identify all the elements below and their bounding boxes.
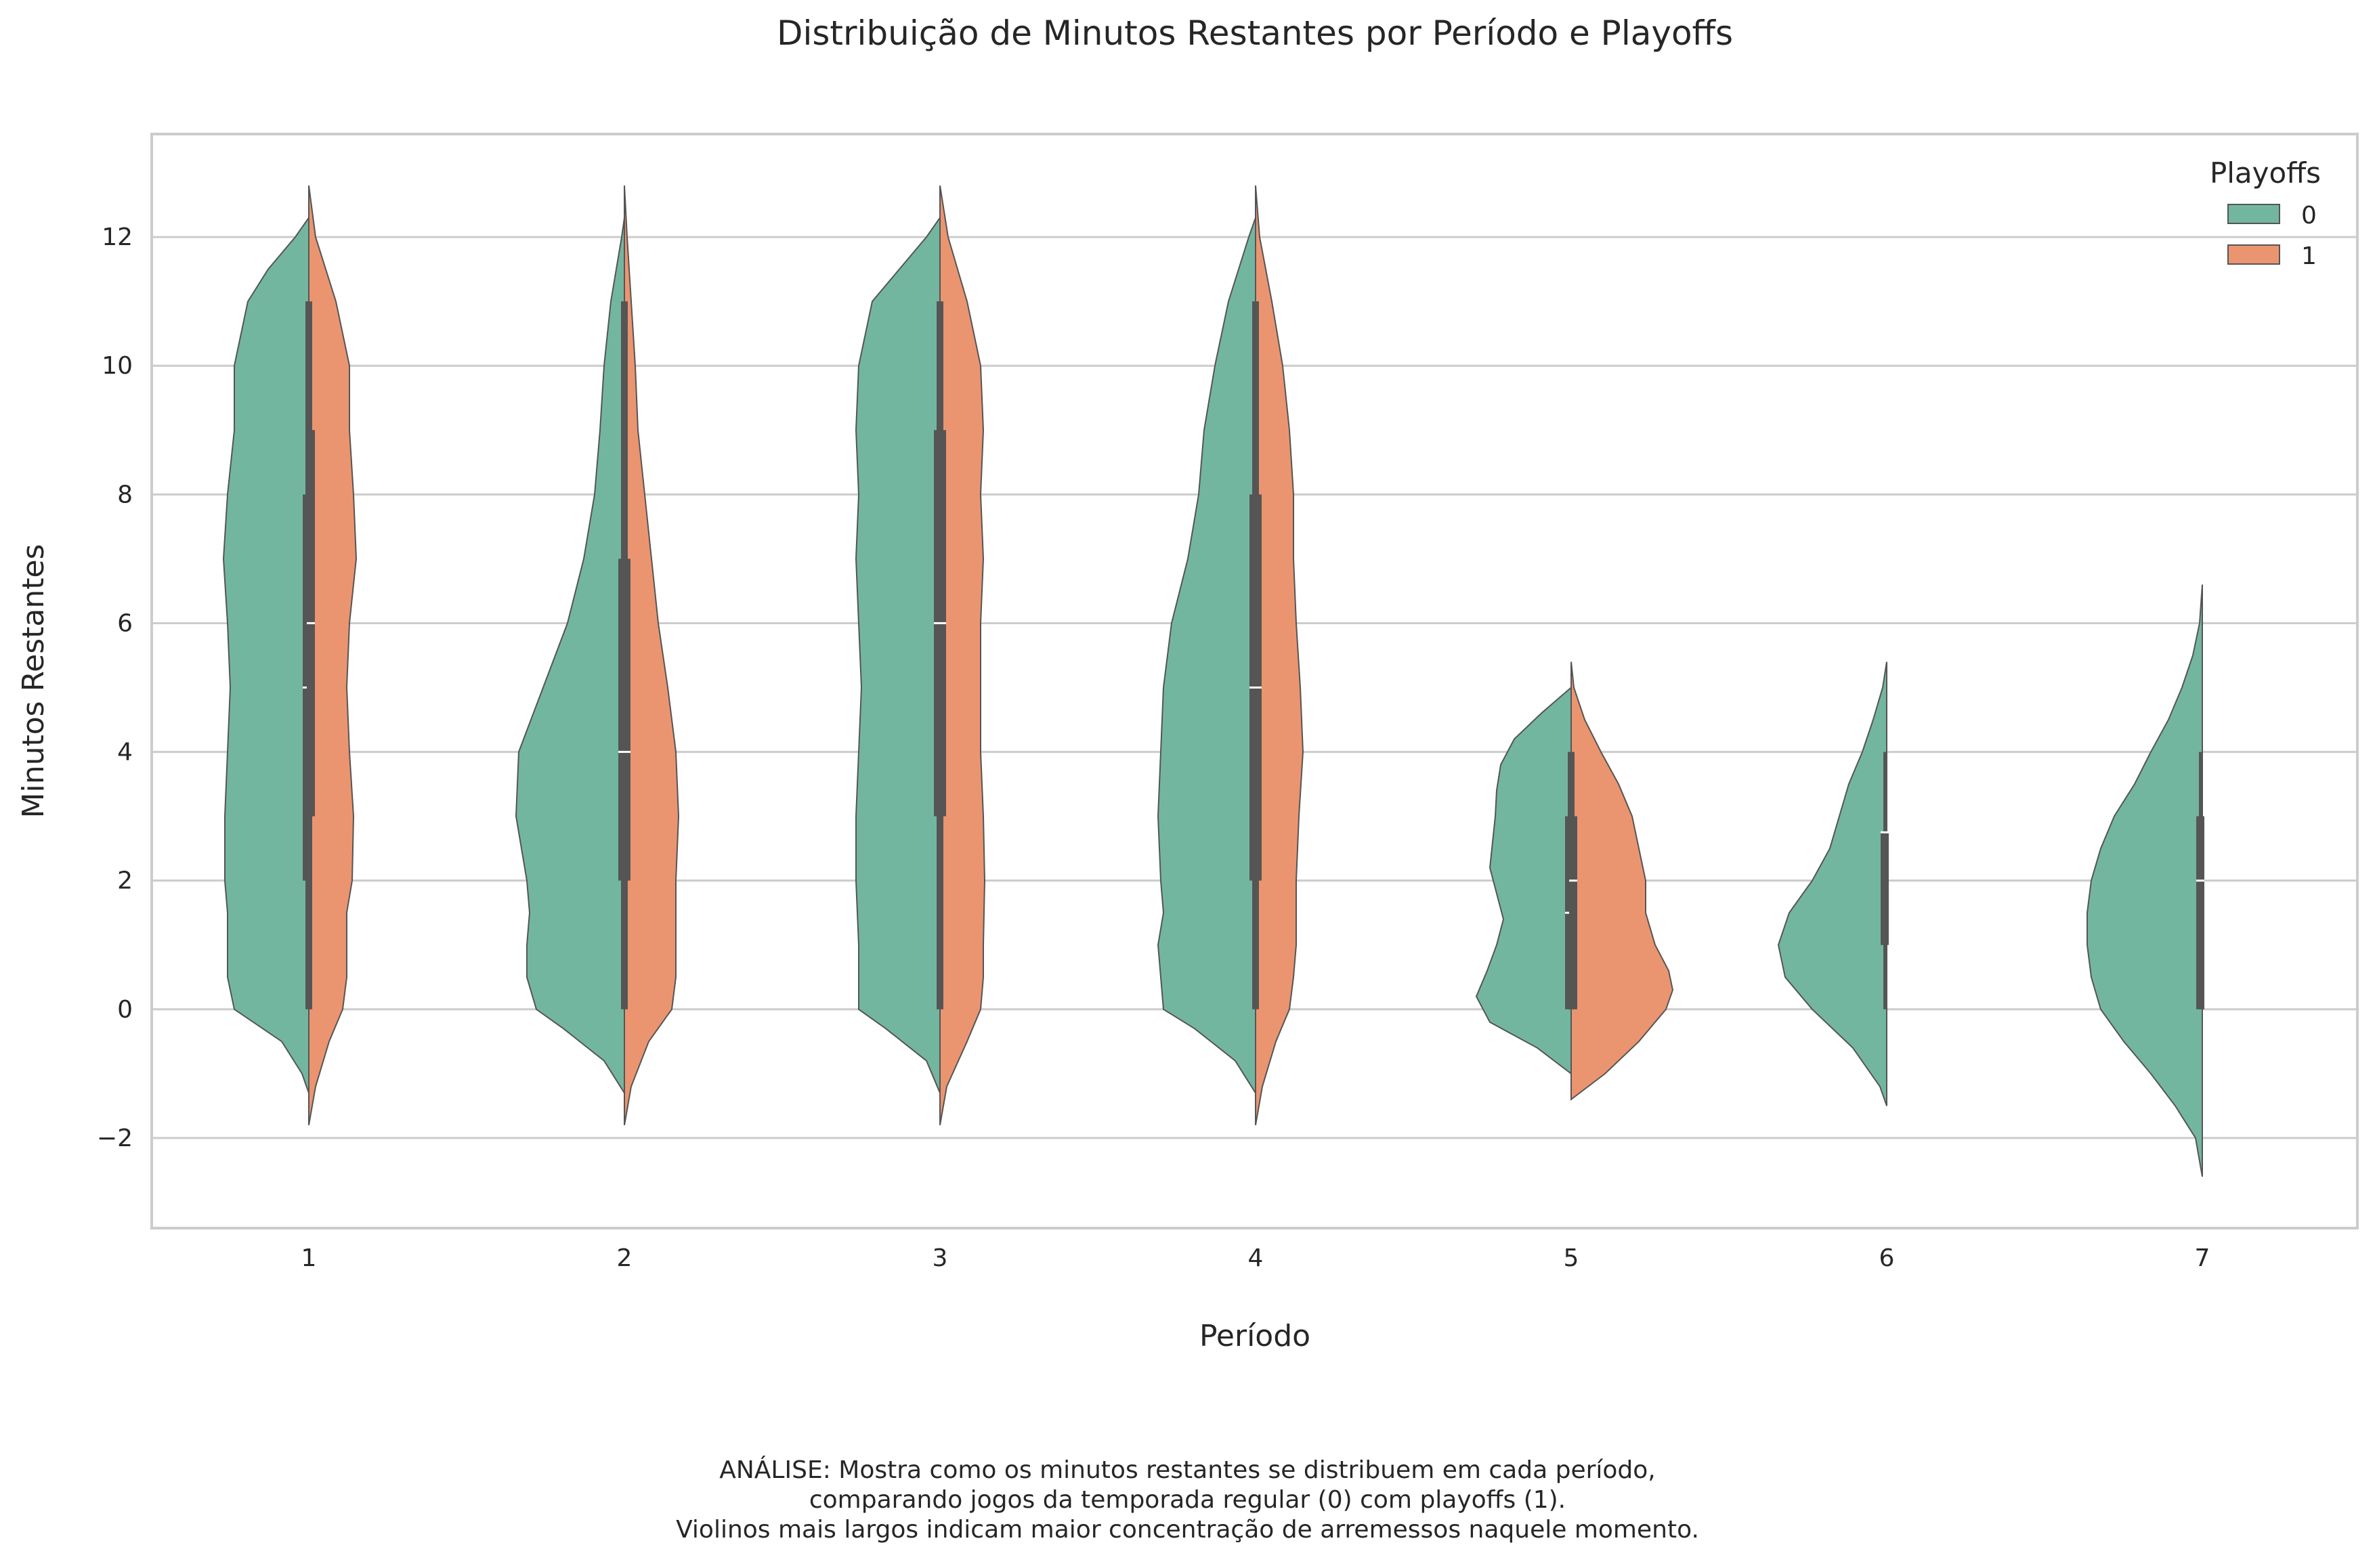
legend-label-0: 0 — [2301, 202, 2317, 230]
violin-half-1-period-3 — [939, 185, 986, 1126]
x-axis-label: Período — [1199, 1319, 1310, 1353]
x-tick-label: 7 — [2195, 1244, 2210, 1272]
y-tick-label: 2 — [117, 867, 133, 895]
x-tick-label: 6 — [1879, 1244, 1895, 1272]
y-tick-label: 6 — [117, 609, 133, 637]
legend-swatch-0 — [2227, 204, 2280, 224]
legend-label-1: 1 — [2301, 242, 2317, 270]
violin-half-0-period-5 — [1475, 686, 1572, 1075]
x-tick-label: 4 — [1248, 1244, 1264, 1272]
violin-half-0-period-2 — [515, 217, 625, 1095]
violin-half-0-period-3 — [855, 217, 941, 1093]
x-tick-label: 3 — [933, 1244, 948, 1272]
legend: Playoffs 0 1 — [2210, 156, 2321, 270]
y-tick-label: 12 — [102, 223, 133, 251]
caption-line-2: comparando jogos da temporada regular (0… — [809, 1486, 1566, 1514]
y-tick-label: 0 — [117, 996, 133, 1024]
plot-frame — [150, 133, 2359, 1229]
legend-title: Playoffs — [2210, 156, 2321, 190]
violin-half-1-period-4 — [1255, 185, 1304, 1126]
violin-half-1-period-1 — [308, 185, 358, 1126]
y-tick-label: −2 — [97, 1125, 133, 1152]
x-tick-label: 2 — [617, 1244, 633, 1272]
violin-half-0-period-6 — [1777, 661, 1887, 1106]
violin-half-0-period-1 — [222, 217, 309, 1093]
violins — [222, 185, 2204, 1177]
x-tick-label: 5 — [1564, 1244, 1579, 1272]
violin-half-1-period-5 — [1570, 661, 1674, 1101]
caption-line-3: Violinos mais largos indicam maior conce… — [676, 1516, 1699, 1544]
legend-swatch-1 — [2227, 244, 2280, 265]
x-tick-label: 1 — [301, 1244, 317, 1272]
caption-line-1: ANÁLISE: Mostra como os minutos restante… — [719, 1456, 1656, 1484]
violin-half-0-period-7 — [2087, 584, 2203, 1177]
y-tick-label: 10 — [102, 352, 133, 380]
chart-title: Distribuição de Minutos Restantes por Pe… — [777, 14, 1733, 53]
violin-half-0-period-4 — [1157, 217, 1256, 1095]
violin-half-1-period-2 — [624, 185, 680, 1126]
y-tick-label: 8 — [117, 481, 133, 508]
y-axis-label: Minutos Restantes — [16, 544, 51, 819]
y-tick-label: 4 — [117, 739, 133, 766]
caption: ANÁLISE: Mostra como os minutos restante… — [0, 1456, 2375, 1545]
